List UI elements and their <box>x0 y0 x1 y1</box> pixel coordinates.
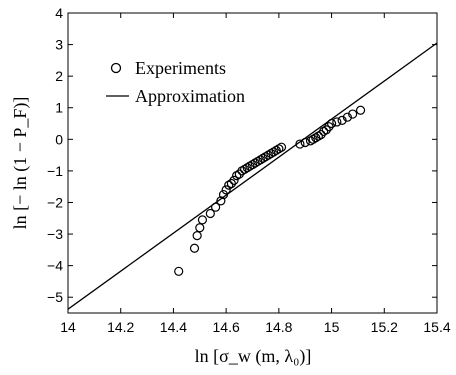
legend-label-experiments: Experiments <box>135 58 226 78</box>
experiment-point <box>326 118 337 129</box>
y-tick-label: 0 <box>55 131 63 147</box>
experiment-point <box>311 133 321 143</box>
experiment-point <box>242 163 252 173</box>
y-tick-label: 1 <box>55 100 63 116</box>
experiment-point <box>224 180 234 190</box>
experiment-point <box>192 231 202 241</box>
x-tick-label: 15.2 <box>371 319 398 335</box>
y-tick-label: −1 <box>47 163 63 179</box>
experiment-point <box>268 147 279 157</box>
experiment-point <box>221 185 231 195</box>
experiment-point <box>195 223 205 233</box>
y-tick-label: 2 <box>55 68 63 84</box>
experiment-point <box>305 136 316 146</box>
x-axis-ticks: 14 14.2 14.4 14.6 14.8 15 15.2 15.4 <box>60 13 451 335</box>
y-tick-label: −4 <box>47 258 63 274</box>
y-tick-label: 4 <box>55 5 63 21</box>
x-tick-label: 14 <box>60 319 76 335</box>
experiment-point <box>237 166 247 176</box>
experiment-point <box>332 117 342 127</box>
experiment-point <box>239 164 250 174</box>
legend-label-approximation: Approximation <box>135 86 245 106</box>
experiment-point <box>321 125 331 135</box>
experiment-point <box>216 196 226 206</box>
experiment-point <box>232 171 242 181</box>
experiment-point <box>355 105 366 115</box>
experiment-point <box>245 161 255 171</box>
experiment-point <box>295 139 305 149</box>
experiment-point <box>266 148 276 159</box>
experiment-point <box>234 169 244 179</box>
y-tick-label: −5 <box>47 289 63 305</box>
experiment-point <box>247 159 258 170</box>
experiment-point <box>253 156 263 167</box>
experiment-point <box>258 153 268 163</box>
x-tick-label: 15.4 <box>423 319 450 335</box>
x-tick-label: 14.6 <box>213 319 240 335</box>
experiment-point <box>229 175 239 185</box>
experiment-point <box>342 112 352 122</box>
y-tick-label: −3 <box>47 226 63 242</box>
y-tick-label: 3 <box>55 37 63 53</box>
x-tick-label: 14.4 <box>160 319 187 335</box>
legend-marker-experiments <box>110 62 122 74</box>
experiment-point <box>313 131 323 141</box>
plot-frame <box>67 12 438 314</box>
experiment-point <box>276 142 287 152</box>
experiment-point <box>174 266 184 276</box>
y-axis-ticks: −5 −4 −3 −2 −1 0 1 2 3 4 <box>47 5 437 305</box>
experiment-point <box>255 155 266 165</box>
experiment-point <box>316 129 326 140</box>
experiment-point <box>261 152 271 162</box>
x-axis-label: ln [σ_w (m, λ₀)] <box>195 346 312 367</box>
experiment-point <box>211 202 221 212</box>
experiment-point <box>226 178 237 189</box>
legend: Experiments Approximation <box>106 58 245 106</box>
experiment-point <box>218 189 229 200</box>
experiment-point <box>348 109 358 119</box>
experiment-point <box>319 126 329 137</box>
experiment-point <box>189 243 200 253</box>
plot-content <box>68 42 437 310</box>
y-axis-label: ln [− ln (1 − P_F)] <box>10 97 31 230</box>
experiment-point <box>274 144 284 154</box>
approximation-line <box>68 42 437 310</box>
x-tick-label: 15 <box>324 319 340 335</box>
experiment-point <box>250 158 260 168</box>
y-tick-label: −2 <box>47 194 63 210</box>
experiment-point <box>263 150 273 160</box>
experiment-point <box>337 115 347 125</box>
experiment-point <box>205 208 215 219</box>
experiment-point <box>300 137 310 148</box>
experiment-point <box>271 145 281 155</box>
experiment-point <box>197 215 208 225</box>
x-tick-label: 14.2 <box>107 319 134 335</box>
experiment-point <box>308 134 318 144</box>
x-tick-label: 14.8 <box>265 319 292 335</box>
experiment-point <box>324 122 334 132</box>
